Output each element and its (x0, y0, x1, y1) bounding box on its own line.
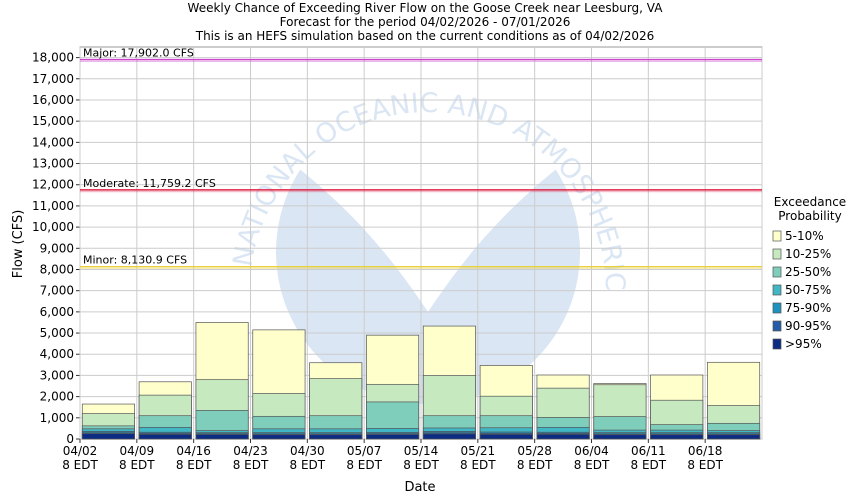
legend-entry: 75-90% (785, 301, 831, 315)
legend-swatch (772, 320, 782, 332)
x-tick-label-time: 8 EDT (119, 458, 155, 472)
y-tick-label: 15,000 (32, 114, 74, 128)
bar-segment (138, 433, 192, 440)
x-tick-label: 06/04 (574, 444, 609, 458)
y-tick-label: 11,000 (32, 199, 74, 213)
threshold-label: Minor: 8,130.9 CFS (83, 254, 187, 267)
bar-segment (536, 433, 590, 440)
bar-segment (366, 434, 420, 440)
x-tick-label-time: 8 EDT (574, 458, 610, 472)
legend-entry: 5-10% (785, 229, 824, 243)
bar-segment (593, 434, 647, 440)
legend-swatch (772, 230, 782, 242)
chart-title-line-1: Weekly Chance of Exceeding River Flow on… (188, 1, 664, 15)
bar-segment (252, 434, 306, 440)
y-tick-label: 7,000 (40, 284, 74, 298)
legend-swatch (772, 284, 782, 296)
legend-swatch (772, 338, 782, 350)
legend-swatch (772, 266, 782, 278)
bar-segment (422, 433, 476, 440)
threshold-label: Moderate: 11,759.2 CFS (83, 177, 216, 190)
y-tick-label: 9,000 (40, 241, 74, 255)
y-tick-label: 2,000 (40, 390, 74, 404)
legend-swatch (772, 302, 782, 314)
x-tick-label-time: 8 EDT (403, 458, 439, 472)
noaa-logo-icon (276, 100, 580, 404)
y-tick-label: 1,000 (40, 411, 74, 425)
x-tick-label-time: 8 EDT (346, 458, 382, 472)
x-axis-title: Date (404, 480, 435, 495)
y-tick-label: 10,000 (32, 220, 74, 234)
legend-entry: 10-25% (785, 247, 831, 261)
legend-entry: 25-50% (785, 265, 831, 279)
x-tick-label: 05/21 (461, 444, 496, 458)
y-tick-label: 12,000 (32, 178, 74, 192)
bar-segment (195, 434, 249, 440)
y-tick-label: 3,000 (40, 368, 74, 382)
bar-segment (707, 434, 761, 440)
x-tick-label: 05/07 (347, 444, 382, 458)
x-tick-label: 04/02 (63, 444, 98, 458)
x-tick-label-time: 8 EDT (687, 458, 723, 472)
y-tick-label: 13,000 (32, 157, 74, 171)
legend-entry: 90-95% (785, 319, 831, 333)
bar-segment (309, 434, 363, 440)
x-tick-label-time: 8 EDT (517, 458, 553, 472)
x-tick-label-time: 8 EDT (233, 458, 269, 472)
y-tick-label: 17,000 (32, 72, 74, 86)
x-tick-label-time: 8 EDT (62, 458, 98, 472)
x-tick-label: 06/11 (631, 444, 666, 458)
y-tick-label: 8,000 (40, 262, 74, 276)
y-tick-label: 6,000 (40, 305, 74, 319)
x-tick-label: 04/23 (233, 444, 268, 458)
x-tick-label-time: 8 EDT (460, 458, 496, 472)
chart-title: Weekly Chance of Exceeding River Flow on… (188, 1, 664, 43)
x-tick-label: 04/16 (176, 444, 211, 458)
legend-swatch (772, 248, 782, 260)
chart-title-line-2: Forecast for the period 04/02/2026 - 07/… (280, 15, 571, 29)
bar-segment (81, 433, 135, 440)
x-tick-label-time: 8 EDT (176, 458, 212, 472)
y-axis-title: Flow (CFS) (11, 210, 26, 279)
bar-segment (650, 434, 704, 440)
x-tick-label-time: 8 EDT (631, 458, 667, 472)
chart-title-line-3: This is an HEFS simulation based on the … (195, 29, 655, 43)
y-tick-label: 14,000 (32, 135, 74, 149)
noaa-watermark: NOAA NATIONAL OCEANIC AND ATMOSPHERIC AD… (0, 0, 630, 404)
x-tick-label: 05/14 (404, 444, 439, 458)
y-tick-label: 4,000 (40, 347, 74, 361)
noaa-logo-wordmark: NOAA (354, 157, 502, 211)
threshold-label: Major: 17,902.0 CFS (83, 47, 194, 60)
y-tick-label: 16,000 (32, 93, 74, 107)
y-tick-label: 0 (66, 432, 74, 446)
y-tick-label: 18,000 (32, 51, 74, 65)
plot-area: 0 1,000 2,000 3,000 4,000 5,000 6,000 7,000 8,00… (32, 46, 763, 472)
x-tick-label: 06/18 (688, 444, 723, 458)
bar-segment (479, 433, 533, 440)
y-tick-label: 5,000 (40, 326, 74, 340)
legend-entry: >95% (785, 337, 822, 351)
legend-title: Exceedance (774, 195, 846, 209)
x-tick-label: 05/28 (517, 444, 552, 458)
x-tick-label-time: 8 EDT (290, 458, 326, 472)
legend-entry: 50-75% (785, 283, 831, 297)
legend-title: Probability (778, 209, 841, 223)
x-tick-label: 04/09 (120, 444, 155, 458)
x-tick-label: 04/30 (290, 444, 325, 458)
